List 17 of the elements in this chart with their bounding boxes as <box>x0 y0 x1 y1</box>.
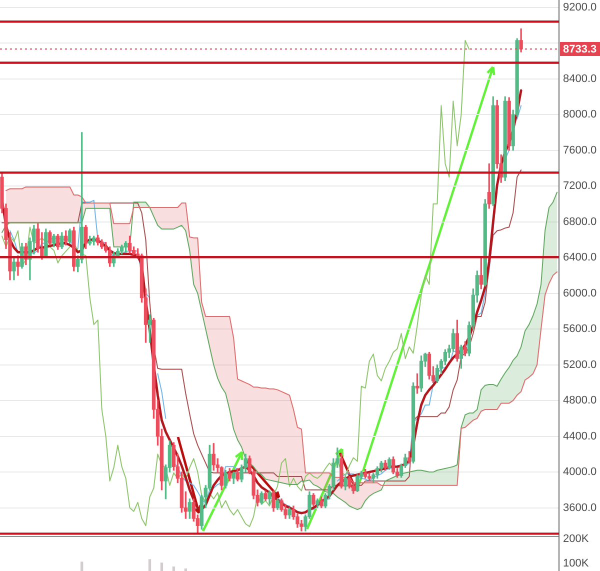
y-tick-label: 100K <box>563 557 590 570</box>
y-tick-label: 5600.0 <box>563 323 597 336</box>
y-tick-label: 3600.0 <box>563 502 597 514</box>
y-tick-label: 6800.0 <box>563 216 597 228</box>
y-tick-label: 4800.0 <box>563 394 597 407</box>
y-tick-label: 6000.0 <box>563 287 597 300</box>
y-tick-label: 7600.0 <box>563 144 597 156</box>
y-tick-label: 9200.0 <box>563 1 597 14</box>
y-tick-label: 8000.0 <box>563 108 597 121</box>
y-tick-label: 200K <box>563 532 590 545</box>
y-tick-label: 4000.0 <box>563 466 597 478</box>
ref-line-label: 8733.3 <box>563 44 597 56</box>
y-tick-label: 6400.0 <box>563 252 597 264</box>
y-tick-label: 4400.0 <box>563 430 597 442</box>
y-tick-label: 8400.0 <box>563 72 597 85</box>
y-tick-label: 5200.0 <box>563 358 597 371</box>
y-tick-label: 7200.0 <box>563 180 597 192</box>
